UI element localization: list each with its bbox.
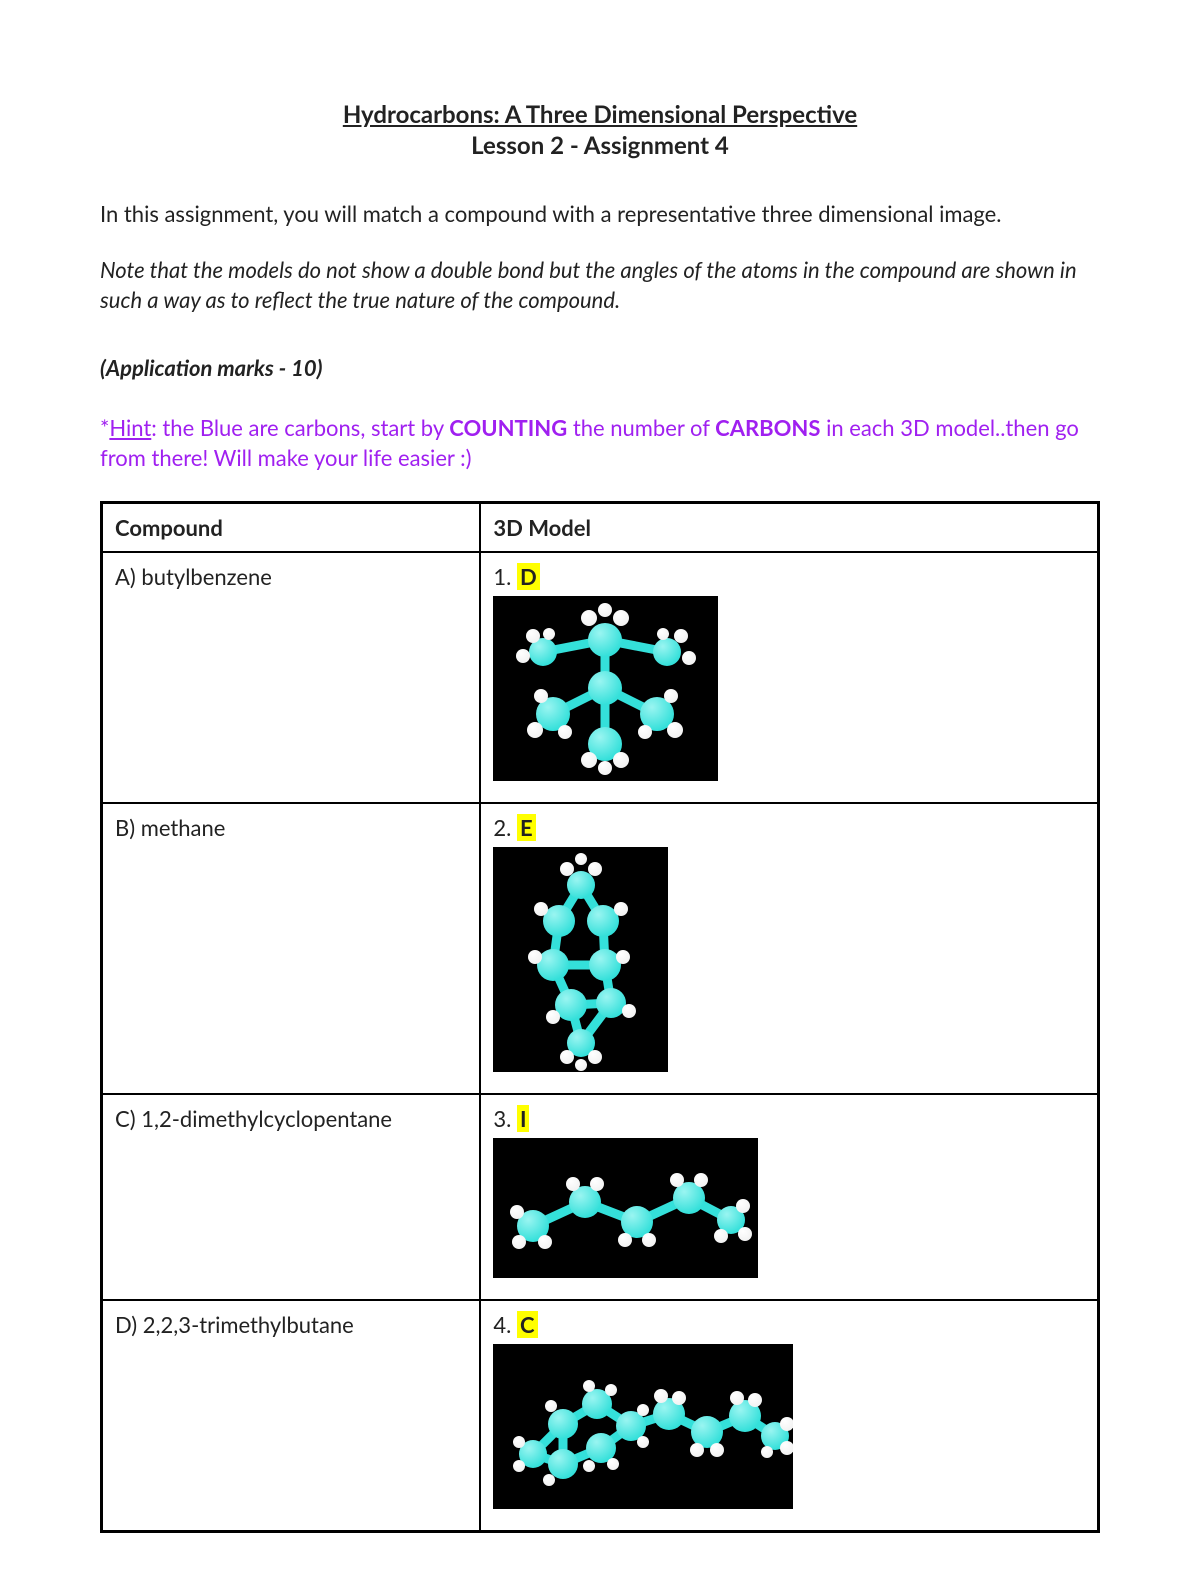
model-label: 1. D [493, 563, 1085, 590]
table-row: D) 2,2,3-trimethylbutane 4. C [102, 1300, 1099, 1532]
compound-cell: A) butylbenzene [102, 552, 481, 803]
table-row: C) 1,2-dimethylcyclopentane 3. I [102, 1094, 1099, 1300]
hint-part2: the number of [567, 414, 715, 441]
model-label: 2. E [493, 814, 1085, 841]
model-number: 2. [493, 814, 517, 841]
hint-part1: : the Blue are carbons, start by [151, 414, 449, 441]
molecule-image [493, 596, 718, 781]
table-row: A) butylbenzene 1. D [102, 552, 1099, 803]
model-label: 3. I [493, 1105, 1085, 1132]
answer-letter: E [517, 814, 536, 841]
model-number: 4. [493, 1311, 517, 1338]
worksheet-page: Hydrocarbons: A Three Dimensional Perspe… [50, 0, 1150, 1593]
model-cell: 1. D [480, 552, 1098, 803]
marks-text: (Application marks - 10) [100, 354, 1100, 381]
intro-text: In this assignment, you will match a com… [100, 200, 1100, 227]
matching-table: Compound 3D Model A) butylbenzene 1. D B)… [100, 501, 1100, 1533]
model-label: 4. C [493, 1311, 1085, 1338]
page-title: Hydrocarbons: A Three Dimensional Perspe… [100, 100, 1100, 129]
molecule-image [493, 847, 668, 1072]
compound-cell: B) methane [102, 803, 481, 1094]
molecule-image [493, 1344, 793, 1509]
answer-letter: D [517, 563, 540, 590]
molecule-image [493, 1138, 758, 1278]
answer-letter: C [517, 1311, 538, 1338]
hint-label: Hint [109, 414, 151, 441]
hint-text: *Hint: the Blue are carbons, start by CO… [100, 413, 1100, 472]
header-model: 3D Model [480, 502, 1098, 552]
model-number: 1. [493, 563, 517, 590]
hint-bold1: COUNTING [449, 414, 567, 441]
page-subtitle: Lesson 2 - Assignment 4 [100, 131, 1100, 160]
hint-bold2: CARBONS [715, 414, 820, 441]
compound-cell: D) 2,2,3-trimethylbutane [102, 1300, 481, 1532]
header-compound: Compound [102, 502, 481, 552]
answer-letter: I [517, 1105, 530, 1132]
note-text: Note that the models do not show a doubl… [100, 255, 1100, 314]
model-number: 3. [493, 1105, 517, 1132]
model-cell: 2. E [480, 803, 1098, 1094]
table-row: B) methane 2. E [102, 803, 1099, 1094]
model-cell: 4. C [480, 1300, 1098, 1532]
model-cell: 3. I [480, 1094, 1098, 1300]
compound-cell: C) 1,2-dimethylcyclopentane [102, 1094, 481, 1300]
hint-asterisk: * [100, 414, 109, 441]
